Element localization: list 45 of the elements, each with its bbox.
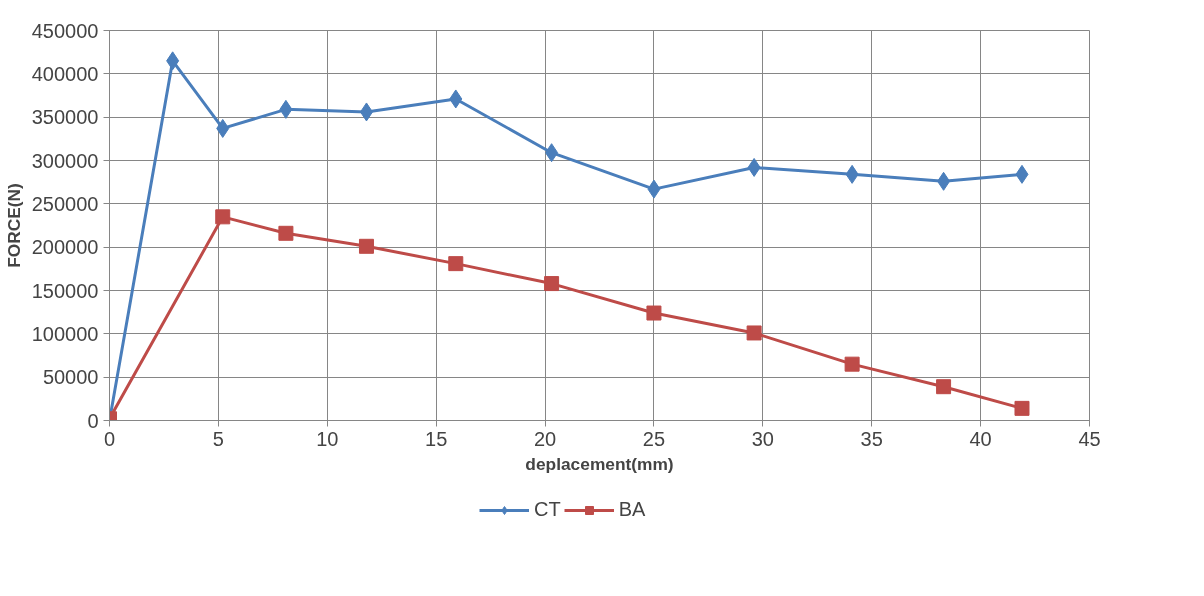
point: [449, 89, 463, 109]
point: [937, 171, 951, 191]
point: [647, 179, 661, 199]
x-tick-label: 20: [533, 427, 557, 450]
point: [845, 164, 859, 184]
y-axis-title: FORCE(N): [3, 183, 24, 268]
y-tick-label: 300000: [31, 149, 99, 172]
x-tick-label: 25: [642, 427, 666, 450]
point: [215, 209, 231, 225]
x-tick-label: 10: [316, 427, 339, 450]
point: [844, 356, 860, 372]
point: [1015, 164, 1029, 184]
point: [448, 256, 464, 272]
point: [166, 51, 180, 71]
point: [279, 99, 293, 119]
x-tick-label: 45: [1078, 427, 1101, 450]
x-tick-label: 0: [103, 427, 116, 450]
point: [358, 238, 374, 254]
point: [216, 118, 230, 138]
y-tick-label: 450000: [31, 19, 99, 42]
point: [936, 379, 952, 395]
x-tick-label: 5: [212, 427, 224, 450]
y-tick-label: 50000: [42, 366, 99, 389]
y-tick-label: 400000: [31, 62, 99, 85]
point: [545, 143, 559, 163]
x-tick-label: 30: [751, 427, 774, 450]
point: [278, 225, 294, 241]
y-tick-label: 0: [87, 409, 99, 432]
point: [746, 325, 762, 341]
y-tick-label: 150000: [31, 279, 99, 302]
point: [747, 157, 761, 177]
point: [359, 102, 373, 122]
y-tick-label: 350000: [31, 106, 99, 129]
y-tick-label: 100000: [31, 322, 99, 345]
point: [1014, 400, 1030, 416]
legend-label: CT: [534, 498, 561, 521]
point: [646, 305, 662, 321]
y-tick-label: 200000: [31, 236, 99, 259]
x-axis-title: deplacement(mm): [525, 453, 674, 474]
y-tick-label: 250000: [31, 192, 99, 215]
legend-label: BA: [618, 498, 646, 521]
x-tick-label: 40: [969, 427, 992, 450]
point: [544, 276, 560, 292]
x-tick-label: 35: [860, 427, 883, 450]
x-tick-label: 15: [425, 427, 448, 450]
